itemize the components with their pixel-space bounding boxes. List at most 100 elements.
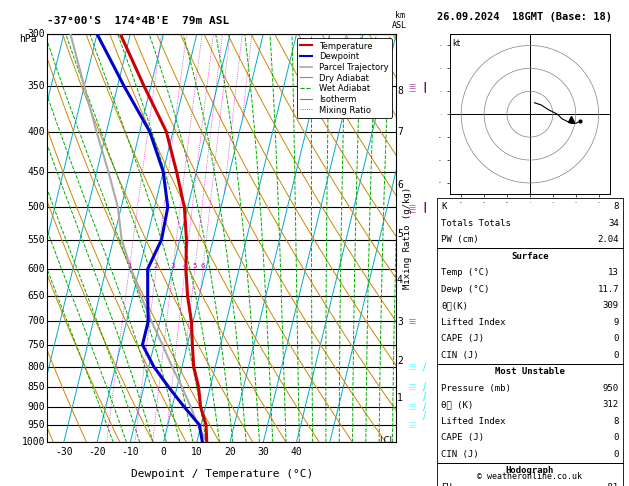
Text: 4: 4 [183,263,187,269]
Text: |: | [421,81,428,91]
Text: —: — [408,419,416,425]
Text: —: — [408,361,416,367]
Text: 6: 6 [201,263,205,269]
Text: —: — [408,204,416,210]
Text: LCL: LCL [379,436,394,445]
Text: |: | [421,202,428,212]
Text: 34: 34 [608,219,619,227]
Text: CAPE (J): CAPE (J) [441,334,484,343]
Text: —: — [408,386,416,393]
Text: 5: 5 [192,263,197,269]
Text: —: — [408,207,416,213]
Text: 5: 5 [397,229,403,239]
Text: —: — [408,81,416,87]
Text: —: — [408,86,416,92]
Text: /: / [423,382,426,392]
Text: |: | [421,81,428,91]
Text: 2.04: 2.04 [598,235,619,244]
Text: —: — [408,406,416,412]
Text: -81: -81 [603,483,619,486]
Text: kt: kt [452,38,460,48]
Text: Dewp (°C): Dewp (°C) [441,285,489,294]
Text: 8: 8 [613,202,619,211]
Text: 1000: 1000 [22,437,45,447]
Text: /: / [423,392,426,402]
Text: 650: 650 [28,291,45,301]
Text: 11.7: 11.7 [598,285,619,294]
Text: 1: 1 [127,263,131,269]
Text: 309: 309 [603,301,619,310]
Text: 700: 700 [28,316,45,326]
Text: —: — [408,202,416,208]
Text: Lifted Index: Lifted Index [441,318,506,327]
Text: -37°00'S  174°4B'E  79m ASL: -37°00'S 174°4B'E 79m ASL [47,16,230,26]
Text: km
ASL: km ASL [392,11,407,30]
Text: —: — [408,366,416,372]
Text: 350: 350 [28,81,45,91]
Text: /: / [423,362,426,372]
Text: 4: 4 [397,275,403,285]
Text: 950: 950 [28,420,45,430]
Text: 3: 3 [170,263,175,269]
Text: θᴇ(K): θᴇ(K) [441,301,468,310]
Text: 312: 312 [603,400,619,409]
Text: —: — [408,382,416,388]
Text: Hodograph: Hodograph [506,467,554,475]
Text: 800: 800 [28,362,45,372]
Text: CIN (J): CIN (J) [441,450,479,459]
Text: 9: 9 [613,318,619,327]
Text: 550: 550 [28,235,45,244]
Text: 8: 8 [613,417,619,426]
Text: 0: 0 [613,450,619,459]
Text: 0: 0 [613,434,619,442]
Text: Mixing Ratio (g/kg): Mixing Ratio (g/kg) [403,187,412,289]
Text: 600: 600 [28,264,45,274]
Text: —: — [408,384,416,390]
Text: 0: 0 [613,334,619,343]
Text: K: K [441,202,447,211]
Text: |: | [421,81,428,91]
Text: |: | [421,202,428,212]
Text: —: — [408,401,416,407]
Legend: Temperature, Dewpoint, Parcel Trajectory, Dry Adiabat, Wet Adiabat, Isotherm, Mi: Temperature, Dewpoint, Parcel Trajectory… [297,38,392,118]
Text: Pressure (mb): Pressure (mb) [441,384,511,393]
Text: —: — [408,403,416,410]
Text: Lifted Index: Lifted Index [441,417,506,426]
Text: —: — [408,316,416,322]
Text: Most Unstable: Most Unstable [495,367,565,376]
Text: /: / [423,401,426,412]
Text: |: | [421,81,428,91]
Text: -30: -30 [55,447,72,457]
Text: 6: 6 [397,180,403,190]
Text: 3: 3 [397,317,403,327]
Text: 900: 900 [28,401,45,412]
Text: 0: 0 [613,351,619,360]
Text: Totals Totals: Totals Totals [441,219,511,227]
Text: —: — [408,422,416,428]
Text: |: | [421,202,428,212]
Text: hPa: hPa [19,34,36,44]
Text: PW (cm): PW (cm) [441,235,479,244]
Text: 30: 30 [257,447,269,457]
Text: 40: 40 [291,447,303,457]
Text: -10: -10 [121,447,139,457]
Text: -20: -20 [88,447,106,457]
Text: 7: 7 [397,127,403,138]
Text: 10: 10 [191,447,203,457]
Text: 1: 1 [397,393,403,403]
Text: 2: 2 [397,356,403,366]
Text: —: — [408,321,416,327]
Text: CAPE (J): CAPE (J) [441,434,484,442]
Text: Surface: Surface [511,252,548,260]
Text: —: — [408,209,416,215]
Text: 950: 950 [603,384,619,393]
Text: Temp (°C): Temp (°C) [441,268,489,277]
Text: 0: 0 [160,447,167,457]
Text: |: | [421,202,428,212]
Text: 400: 400 [28,126,45,137]
Text: 8: 8 [397,86,403,96]
Text: 500: 500 [28,202,45,212]
Text: /: / [423,411,426,421]
Text: θᴇ (K): θᴇ (K) [441,400,473,409]
Text: 850: 850 [28,382,45,392]
